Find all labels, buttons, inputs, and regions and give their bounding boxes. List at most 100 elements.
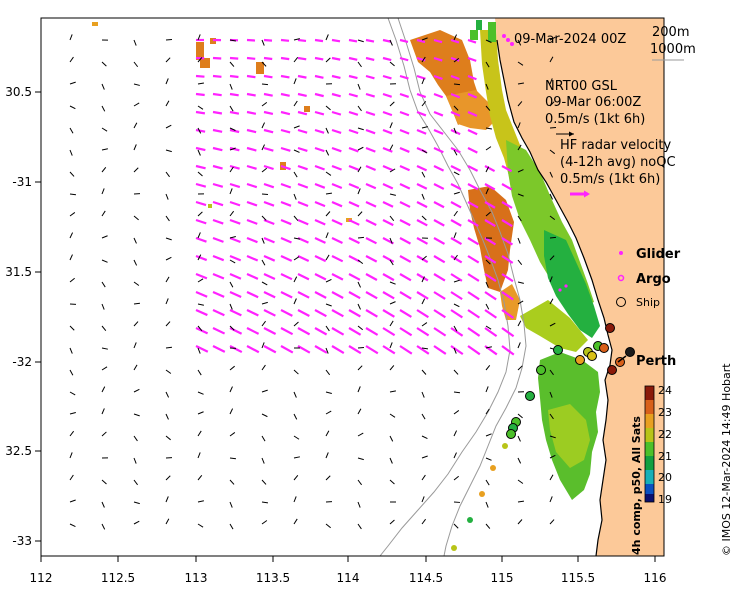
model-vector xyxy=(197,325,203,331)
model-vector xyxy=(229,325,235,331)
hf-vector xyxy=(382,146,393,153)
model-vector xyxy=(325,430,330,437)
hf-vector xyxy=(212,345,226,353)
hf-vector xyxy=(433,255,446,264)
model-vector xyxy=(197,82,204,85)
model-vector xyxy=(229,39,237,42)
hf-vector xyxy=(348,110,359,116)
hf-vector xyxy=(297,182,309,189)
hf-vector xyxy=(382,255,395,263)
model-vector xyxy=(229,432,236,437)
hf-vector xyxy=(365,309,378,318)
hf-vector xyxy=(314,182,326,189)
hf-vector xyxy=(450,237,463,246)
hf-vector xyxy=(433,165,445,172)
perth-label: Perth xyxy=(636,354,676,369)
hf-vector xyxy=(263,38,273,42)
model-vector xyxy=(485,211,491,217)
colorbar-tick: 23 xyxy=(658,406,672,419)
hf-vector xyxy=(280,218,292,226)
hf-vector xyxy=(195,128,206,133)
hf-vector xyxy=(212,128,223,133)
model-vector xyxy=(389,457,393,464)
colorbar-tick: 22 xyxy=(658,428,672,441)
model-vector xyxy=(389,413,396,418)
hf-vector xyxy=(195,236,207,243)
model-vector xyxy=(389,519,395,525)
hf-vector xyxy=(314,200,326,208)
x-tick-label: 112.5 xyxy=(101,571,135,585)
hf-vector xyxy=(314,128,325,134)
hf-vector xyxy=(297,200,309,208)
hf-vector xyxy=(246,164,257,170)
ship-markers xyxy=(506,323,635,439)
model-vector xyxy=(69,149,73,156)
hf-vector xyxy=(399,201,411,208)
hf-vector xyxy=(365,255,378,263)
hf-vector xyxy=(195,110,206,115)
hf-vector xyxy=(331,164,342,171)
hf-vector xyxy=(467,183,479,191)
hf-vector xyxy=(467,74,477,81)
hf-vector xyxy=(382,273,395,282)
model-vector xyxy=(261,167,268,173)
hf-vector xyxy=(484,309,497,319)
model-vector xyxy=(229,188,233,195)
hf-vector xyxy=(433,128,444,135)
hf-vector xyxy=(382,74,392,80)
model-vector xyxy=(133,321,139,327)
hf-vector xyxy=(263,254,276,262)
hf-vector xyxy=(314,218,326,226)
y-tick-label: -33 xyxy=(12,534,32,548)
hf-vector xyxy=(280,327,294,336)
coastline xyxy=(496,39,613,556)
hf-vector xyxy=(399,309,412,318)
hf-vector xyxy=(263,164,274,171)
model-vector xyxy=(261,364,266,371)
model-vector xyxy=(389,144,394,151)
model-vector xyxy=(357,501,361,508)
model-vector xyxy=(133,457,137,464)
hf-vector xyxy=(297,164,308,171)
model-vector xyxy=(517,122,521,129)
model-vector xyxy=(165,171,170,178)
hf-vector xyxy=(382,110,393,117)
hf-vector xyxy=(246,128,257,134)
hf-vector xyxy=(433,146,444,154)
model-vector xyxy=(549,369,554,376)
plot-frame xyxy=(40,17,665,557)
hf-vector xyxy=(195,272,208,280)
model-vector xyxy=(453,149,458,156)
hf-vector xyxy=(382,128,393,135)
hf-vector xyxy=(297,74,307,79)
model-vector xyxy=(293,435,300,440)
hf-vector xyxy=(195,164,206,170)
hf-vector xyxy=(433,92,444,99)
hf-vector xyxy=(348,146,359,153)
model-vector xyxy=(549,36,556,41)
hf-vector xyxy=(433,219,445,227)
model-vector xyxy=(133,61,139,68)
hf-avg: (4-12h avg) noQC xyxy=(560,155,676,170)
model-vector xyxy=(357,432,364,437)
model-vector xyxy=(485,281,489,288)
model-vector xyxy=(293,100,298,107)
hf-vector xyxy=(450,291,463,301)
hf-vector xyxy=(297,38,307,43)
hf-vector xyxy=(484,201,496,209)
hf-vector xyxy=(297,128,308,134)
model-vector xyxy=(133,479,138,486)
model-vector xyxy=(293,149,300,153)
hf-vector xyxy=(450,201,462,209)
hf-vector xyxy=(229,56,239,60)
model-vector xyxy=(165,215,170,222)
hf-vector xyxy=(348,309,361,318)
model-vector xyxy=(325,325,330,332)
hf-vector xyxy=(246,56,256,60)
hf-vector xyxy=(229,272,242,280)
model-vector xyxy=(421,126,428,129)
hf-vector xyxy=(467,219,479,227)
hf-vector xyxy=(263,56,273,61)
hf-vector xyxy=(348,327,362,336)
model-vector xyxy=(229,147,236,151)
